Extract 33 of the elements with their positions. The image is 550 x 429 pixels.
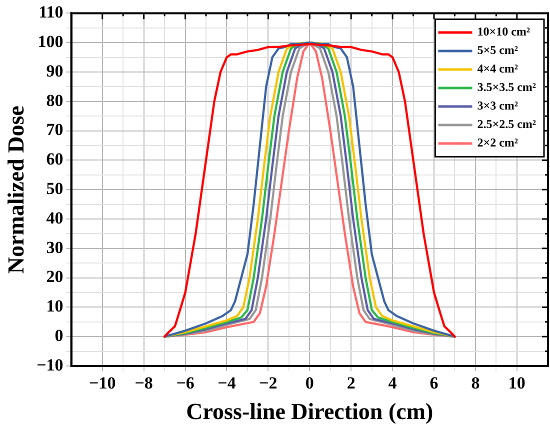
y-tick-label: −10: [36, 355, 64, 374]
x-tick-label: 0: [305, 374, 314, 393]
y-tick-label: 0: [54, 326, 64, 345]
x-tick-label: −6: [176, 374, 194, 393]
x-tick-label: 4: [388, 374, 398, 393]
x-axis-title: Cross-line Direction (cm): [186, 399, 434, 424]
x-tick-label: −8: [134, 374, 153, 393]
y-tick-label: 20: [46, 267, 64, 286]
legend-label: 3.5×3.5 cm²: [477, 80, 536, 94]
legend-label: 2.5×2.5 cm²: [477, 117, 536, 132]
legend-label: 2×2 cm²: [477, 136, 518, 150]
legend-label: 3×3 cm²: [477, 98, 518, 113]
x-tick-label: −4: [218, 374, 236, 393]
x-tick-label: −2: [259, 374, 278, 393]
y-tick-label: 40: [46, 208, 64, 228]
x-tick-label: −10: [89, 374, 116, 393]
y-tick-label: 60: [46, 150, 64, 169]
legend-label: 10×10 cm²: [477, 24, 530, 39]
legend-label: 5×5 cm²: [477, 43, 518, 58]
y-tick-label: 90: [46, 61, 64, 80]
x-tick-label: 6: [430, 374, 438, 393]
x-tick-label: 10: [508, 374, 526, 393]
y-tick-label: 100: [38, 32, 64, 51]
y-tick-label: 110: [38, 2, 64, 22]
y-tick-label: 70: [46, 120, 64, 140]
y-tick-label: 30: [46, 238, 64, 257]
y-axis-title: Normalized Dose: [4, 106, 29, 274]
y-tick-label: 80: [46, 90, 64, 110]
y-tick-label: 10: [46, 296, 64, 316]
x-tick-label: 8: [471, 374, 480, 393]
x-tick-label: 2: [346, 374, 356, 393]
legend-label: 4×4 cm²: [477, 62, 518, 76]
y-tick-label: 50: [46, 178, 64, 198]
